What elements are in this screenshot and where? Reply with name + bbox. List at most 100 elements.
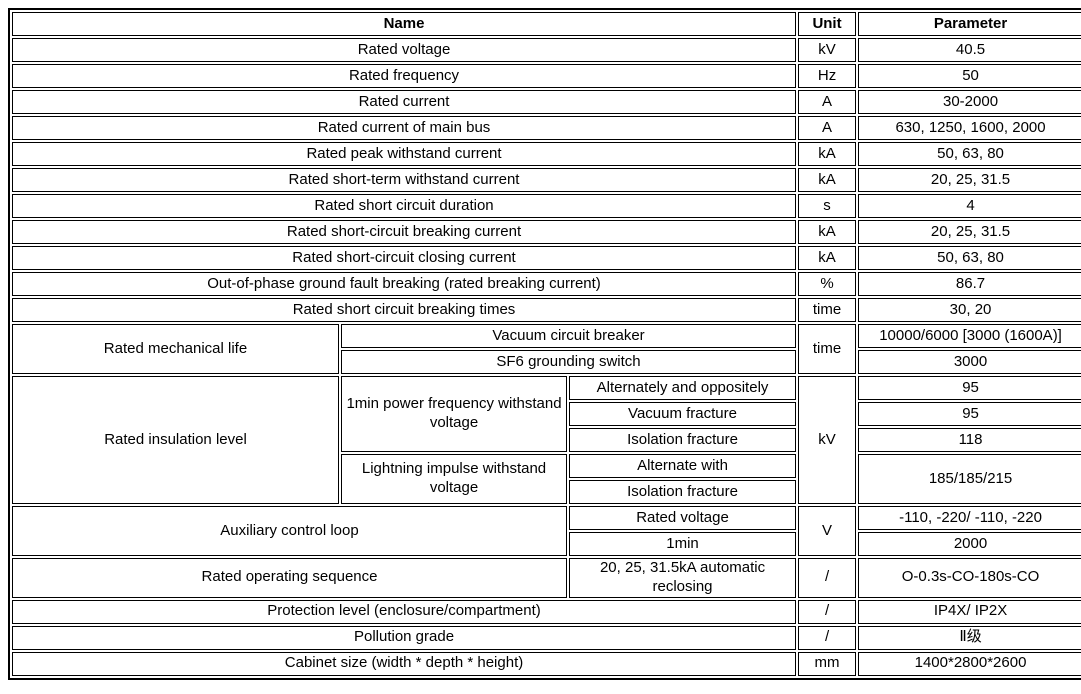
table-row-pollution-grade: Pollution grade / Ⅱ级 <box>12 625 1081 650</box>
cell-name: Rated short-term withstand current <box>12 168 797 192</box>
cell-name: Rated current <box>12 90 797 114</box>
cell-value: IP4X/ IP2X <box>858 599 1081 624</box>
table-row-operating-sequence: Rated operating sequence 20, 25, 31.5kA … <box>12 558 1081 598</box>
cell-sub-name: Rated voltage <box>569 506 797 530</box>
cell-unit: kA <box>798 220 857 244</box>
table-row-short-circuit-duration: Rated short circuit duration s 4 <box>12 194 1081 218</box>
cell-value: 50, 63, 80 <box>858 246 1081 270</box>
cell-rated-insulation-level: Rated insulation level <box>12 376 339 504</box>
cell-rated-mechanical-life: Rated mechanical life <box>12 324 339 374</box>
cell-sub-name: Isolation fracture <box>569 428 797 452</box>
table-row-aux-1min: 1min 2000 <box>12 532 1081 556</box>
cell-unit: kV <box>798 376 857 504</box>
cell-value: 50 <box>858 64 1081 88</box>
cell-unit: / <box>798 625 857 650</box>
cell-unit: / <box>798 558 857 598</box>
table-row-lightning-isolation: Isolation fracture <box>12 480 1081 504</box>
cell-name: Rated peak withstand current <box>12 142 797 166</box>
table-row-aux-rated-voltage: Auxiliary control loop Rated voltage V -… <box>12 506 1081 556</box>
cell-rated-operating-sequence: Rated operating sequence <box>12 558 567 598</box>
cell-vacuum-circuit-breaker: Vacuum circuit breaker <box>341 324 797 348</box>
cell-value: 185/185/215 <box>858 454 1081 504</box>
table-row-mechanical-life-vcb: Rated mechanical life Vacuum circuit bre… <box>12 324 1081 374</box>
cell-value: -110, -220/ -110, -220 <box>858 506 1081 530</box>
table-row-main-bus-current: Rated current of main bus A 630, 1250, 1… <box>12 116 1081 140</box>
cell-value: Ⅱ级 <box>858 625 1081 650</box>
cell-value: 1400*2800*2600 <box>858 651 1081 676</box>
cell-value: 10000/6000 [3000 (1600A)] <box>858 324 1081 348</box>
cell-unit: time <box>798 324 857 374</box>
cell-unit: kV <box>798 38 857 62</box>
header-unit: Unit <box>798 12 857 36</box>
table-row-breaking-current: Rated short-circuit breaking current kA … <box>12 220 1081 244</box>
table-row-rated-voltage: Rated voltage kV 40.5 <box>12 38 1081 62</box>
cell-value: 630, 1250, 1600, 2000 <box>858 116 1081 140</box>
cell-sub-name: Alternate with <box>569 454 797 478</box>
cell-unit: s <box>798 194 857 218</box>
cell-name: Rated frequency <box>12 64 797 88</box>
cell-name: Protection level (enclosure/compartment) <box>12 599 797 624</box>
cell-sub-name: Vacuum fracture <box>569 402 797 426</box>
cell-value: 2000 <box>858 532 1081 556</box>
cell-sub-name: Isolation fracture <box>569 480 797 504</box>
cell-sf6-grounding-switch: SF6 grounding switch <box>341 350 797 374</box>
cell-unit: kA <box>798 246 857 270</box>
table-row-insulation-alternately: Rated insulation level 1min power freque… <box>12 376 1081 504</box>
table-row-out-of-phase: Out-of-phase ground fault breaking (rate… <box>12 272 1081 296</box>
cell-unit: A <box>798 116 857 140</box>
cell-unit: mm <box>798 651 857 676</box>
cell-value: 118 <box>858 428 1081 452</box>
table-row-insulation-isolation-fracture: Isolation fracture 118 <box>12 428 1081 452</box>
table-row-short-term-withstand: Rated short-term withstand current kA 20… <box>12 168 1081 192</box>
table-row-peak-withstand: Rated peak withstand current kA 50, 63, … <box>12 142 1081 166</box>
cell-name: Rated voltage <box>12 38 797 62</box>
table-row-protection-level: Protection level (enclosure/compartment)… <box>12 599 1081 624</box>
cell-lightning-impulse-withstand: Lightning impulse withstand voltage <box>341 454 567 504</box>
table-row-mechanical-life-sf6: SF6 grounding switch 3000 <box>12 350 1081 374</box>
cell-unit: kA <box>798 142 857 166</box>
cell-value: 3000 <box>858 350 1081 374</box>
cell-value: 20, 25, 31.5 <box>858 168 1081 192</box>
cell-power-frequency-withstand: 1min power frequency withstand voltage <box>341 376 567 452</box>
cell-auxiliary-control-loop: Auxiliary control loop <box>12 506 567 556</box>
table-row-rated-current: Rated current A 30-2000 <box>12 90 1081 114</box>
cell-value: 86.7 <box>858 272 1081 296</box>
cell-name: Pollution grade <box>12 625 797 650</box>
table-row-insulation-vacuum-fracture: Vacuum fracture 95 <box>12 402 1081 426</box>
cell-unit: V <box>798 506 857 556</box>
cell-name: Cabinet size (width * depth * height) <box>12 651 797 676</box>
cell-value: 4 <box>858 194 1081 218</box>
table-row-rated-frequency: Rated frequency Hz 50 <box>12 64 1081 88</box>
cell-unit: Hz <box>798 64 857 88</box>
cell-name: Rated current of main bus <box>12 116 797 140</box>
cell-value: 30, 20 <box>858 298 1081 322</box>
cell-name: Rated short-circuit breaking current <box>12 220 797 244</box>
header-row: Name Unit Parameter <box>12 12 1081 36</box>
cell-value: 95 <box>858 376 1081 400</box>
cell-value: 50, 63, 80 <box>858 142 1081 166</box>
cell-unit: A <box>798 90 857 114</box>
table-row-lightning-alternate: Lightning impulse withstand voltage Alte… <box>12 454 1081 504</box>
cell-name: Out-of-phase ground fault breaking (rate… <box>12 272 797 296</box>
cell-value: 95 <box>858 402 1081 426</box>
table-row-breaking-times: Rated short circuit breaking times time … <box>12 298 1081 322</box>
spec-table: Name Unit Parameter Rated voltage kV 40.… <box>8 8 1081 680</box>
header-parameter: Parameter <box>858 12 1081 36</box>
cell-unit: kA <box>798 168 857 192</box>
cell-value: 30-2000 <box>858 90 1081 114</box>
cell-value: O-0.3s-CO-180s-CO <box>858 558 1081 598</box>
cell-sub-name: Alternately and oppositely <box>569 376 797 400</box>
header-name: Name <box>12 12 797 36</box>
cell-name: Rated short circuit breaking times <box>12 298 797 322</box>
cell-sub-name: 1min <box>569 532 797 556</box>
cell-sub-name: 20, 25, 31.5kA automatic reclosing <box>569 558 797 598</box>
cell-unit: time <box>798 298 857 322</box>
cell-value: 40.5 <box>858 38 1081 62</box>
cell-value: 20, 25, 31.5 <box>858 220 1081 244</box>
cell-unit: / <box>798 599 857 624</box>
cell-unit: % <box>798 272 857 296</box>
cell-name: Rated short circuit duration <box>12 194 797 218</box>
table-row-closing-current: Rated short-circuit closing current kA 5… <box>12 246 1081 270</box>
table-row-cabinet-size: Cabinet size (width * depth * height) mm… <box>12 651 1081 676</box>
cell-name: Rated short-circuit closing current <box>12 246 797 270</box>
